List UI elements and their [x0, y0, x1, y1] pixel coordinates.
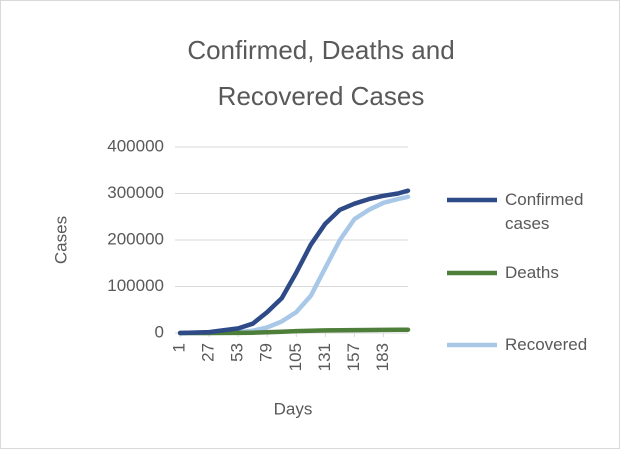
x-tick-label: 131	[315, 343, 334, 371]
y-tick-label: 300000	[107, 183, 164, 202]
x-tick-label: 79	[257, 343, 276, 362]
series-line	[177, 327, 411, 336]
x-axis-title: Days	[274, 399, 313, 418]
legend-label: Recovered	[505, 335, 588, 354]
x-tick-label: 1	[170, 343, 189, 352]
y-tick-label: 200000	[107, 229, 164, 248]
x-tick-label: 105	[286, 343, 305, 371]
y-tick-label: 400000	[107, 136, 164, 155]
y-axis-title: Cases	[51, 216, 70, 264]
series-line	[177, 188, 411, 336]
legend-label: Deaths	[505, 263, 559, 282]
chart-title: Confirmed, Deaths and Recovered Cases	[187, 35, 454, 111]
x-tick-label: 53	[228, 343, 247, 362]
x-tick-label: 183	[373, 343, 392, 371]
x-tick-label: 27	[199, 343, 218, 362]
legend-label: Confirmed cases	[505, 190, 584, 233]
y-tick-label: 100000	[107, 276, 164, 295]
x-tick-label: 157	[344, 343, 363, 371]
y-tick-label: 0	[155, 322, 164, 341]
